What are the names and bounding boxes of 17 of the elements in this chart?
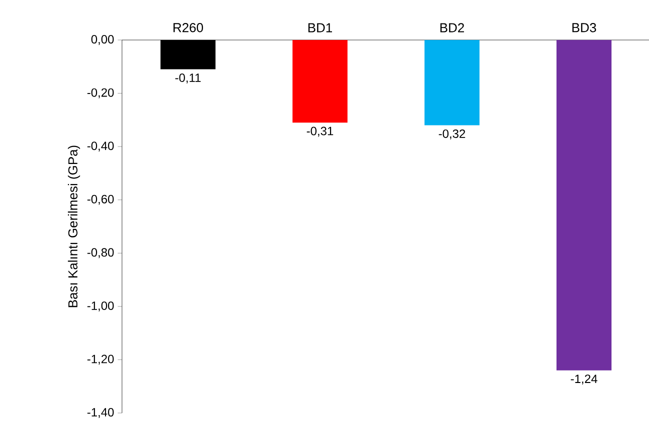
- data-label: -0,32: [438, 129, 466, 140]
- y-tick-label: -0,20: [87, 88, 114, 98]
- x-tick-label: BD2: [440, 23, 464, 32]
- x-tick-label: BD3: [572, 23, 596, 32]
- data-label: -0,31: [306, 126, 334, 137]
- x-tick-label: R260: [174, 23, 204, 32]
- y-tick-label: -0,40: [87, 142, 114, 152]
- y-tick-label: -1,20: [87, 354, 114, 365]
- data-label: -1,24: [570, 374, 598, 384]
- y-tick-label: -1,40: [87, 408, 114, 418]
- data-label: -0,11: [175, 74, 201, 84]
- y-axis-title: Bası Kalıntı Gerilmesi (GPa): [68, 146, 80, 308]
- x-tick-label: BD1: [308, 23, 332, 32]
- y-tick-label: -0,60: [87, 194, 114, 205]
- y-tick-label: -1,00: [87, 301, 114, 312]
- y-tick-label: 0,00: [91, 35, 114, 45]
- y-tick-label: -0,80: [87, 248, 114, 258]
